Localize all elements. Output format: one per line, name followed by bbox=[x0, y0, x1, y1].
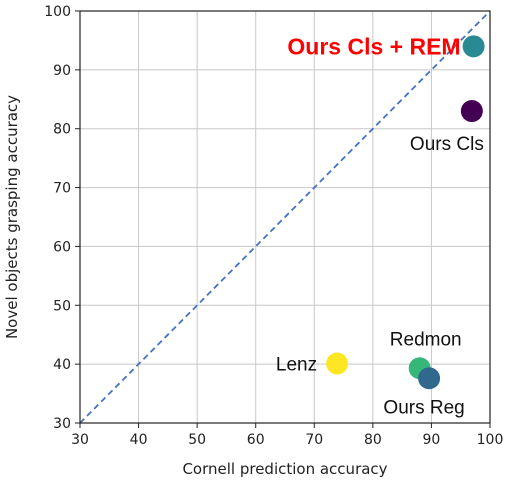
data-points bbox=[326, 35, 485, 390]
y-tick-label-40: 40 bbox=[53, 357, 71, 373]
label-ours-reg: Ours Reg bbox=[383, 397, 464, 418]
y-tick-label-80: 80 bbox=[53, 122, 71, 138]
x-tick-label-30: 30 bbox=[71, 432, 89, 448]
x-tick-label-100: 100 bbox=[477, 432, 504, 448]
y-tick-label-100: 100 bbox=[44, 4, 71, 20]
point-labels: Ours Cls + REM Ours Cls Lenz Redmon Ours Reg bbox=[276, 33, 484, 418]
label-ours-cls-rem: Ours Cls + REM bbox=[287, 33, 460, 59]
label-lenz: Lenz bbox=[276, 355, 317, 376]
point-lenz bbox=[326, 352, 349, 375]
point-ours-cls-rem bbox=[462, 35, 485, 58]
y-tick-label-60: 60 bbox=[53, 239, 71, 255]
label-ours-cls: Ours Cls bbox=[410, 134, 484, 155]
x-axis-ticks: 30 40 50 60 70 80 90 100 bbox=[71, 423, 503, 448]
x-axis-label: Cornell prediction accuracy bbox=[182, 460, 387, 478]
x-tick-label-80: 80 bbox=[364, 432, 382, 448]
x-tick-label-90: 90 bbox=[423, 432, 441, 448]
y-axis-ticks: 30 40 50 60 70 80 90 100 bbox=[44, 4, 80, 432]
point-ours-reg bbox=[418, 367, 441, 390]
y-tick-label-50: 50 bbox=[53, 298, 71, 314]
y-axis-label: Novel objects grasping accuracy bbox=[3, 95, 21, 339]
y-tick-label-70: 70 bbox=[53, 181, 71, 197]
x-tick-label-50: 50 bbox=[188, 432, 206, 448]
diagonal-reference-line bbox=[79, 10, 491, 424]
grid-lines bbox=[79, 10, 491, 424]
x-tick-label-40: 40 bbox=[130, 432, 148, 448]
y-tick-label-30: 30 bbox=[53, 416, 71, 432]
y-tick-label-90: 90 bbox=[53, 63, 71, 79]
x-tick-label-60: 60 bbox=[247, 432, 265, 448]
x-tick-label-70: 70 bbox=[305, 432, 323, 448]
point-ours-cls bbox=[460, 100, 483, 123]
label-redmon: Redmon bbox=[390, 329, 462, 350]
plot-frame bbox=[79, 10, 491, 424]
